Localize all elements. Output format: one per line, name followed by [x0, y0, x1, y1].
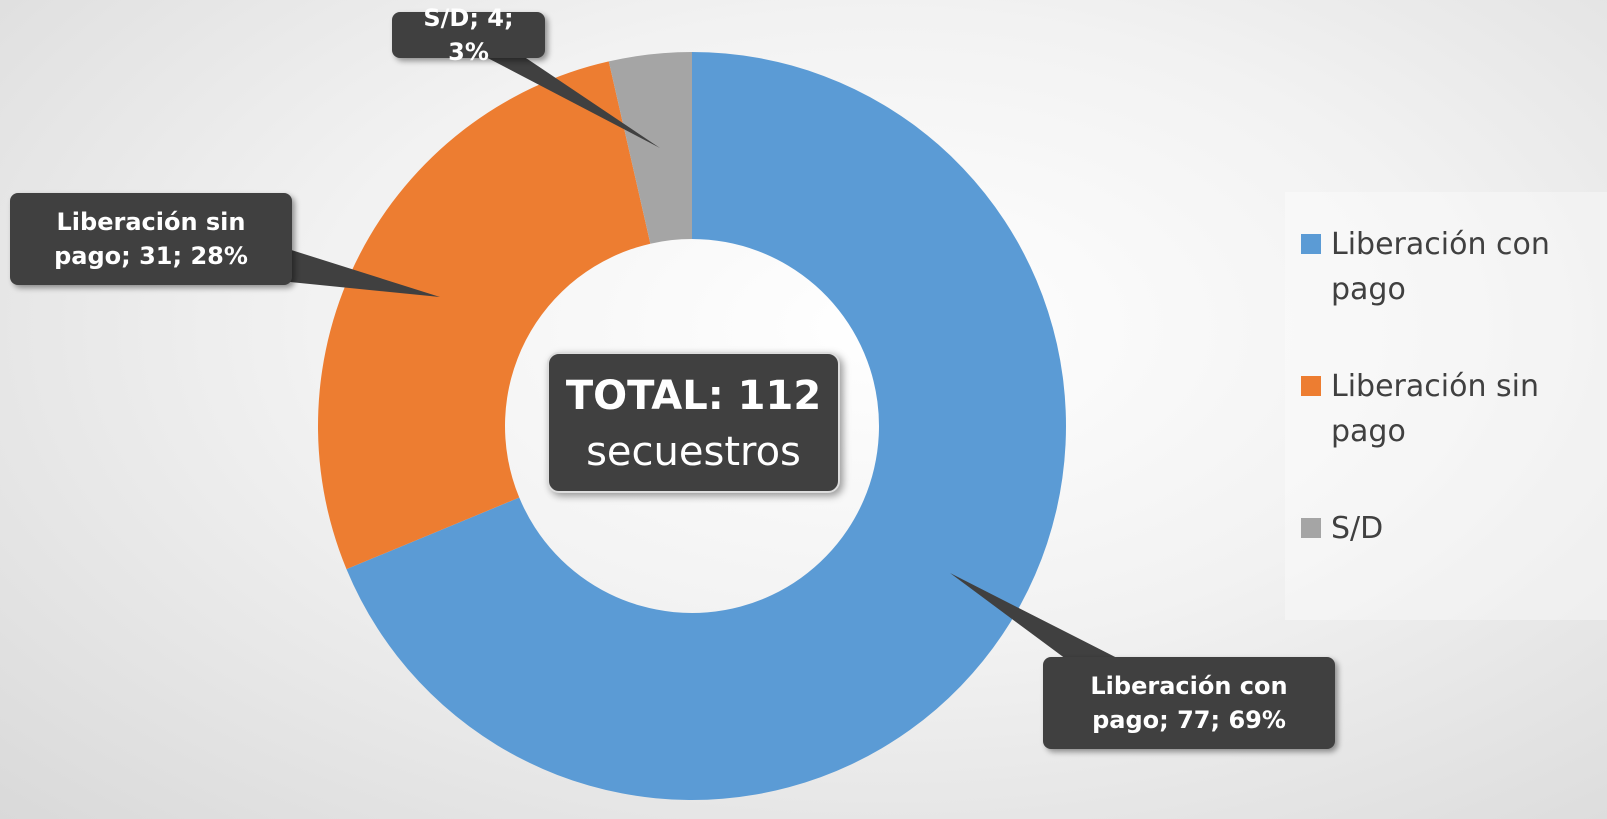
- legend-label: Liberación con pago: [1331, 227, 1550, 307]
- legend: Liberación con pago Liberación sin pago S/…: [1285, 192, 1607, 620]
- data-label: Liberación sin pago; 31; 28%: [10, 193, 292, 285]
- annotation-subtitle: secuestros: [586, 429, 801, 475]
- annotation-title: TOTAL: 112: [565, 373, 822, 419]
- legend-item: S/D: [1301, 506, 1571, 551]
- data-label: S/D; 4; 3%: [392, 4, 545, 66]
- legend-item: Liberación con pago: [1301, 222, 1571, 312]
- center-annotation: TOTAL: 112 secuestros: [547, 352, 840, 493]
- legend-label: S/D: [1331, 511, 1384, 546]
- legend-swatch: [1301, 234, 1321, 254]
- label-pointer: [950, 573, 1125, 662]
- donut-slice: [608, 52, 692, 244]
- legend-label: Liberación sin pago: [1331, 369, 1539, 449]
- data-label: Liberación con pago; 77; 69%: [1043, 657, 1335, 749]
- label-pointer: [285, 248, 440, 297]
- legend-swatch: [1301, 376, 1321, 396]
- legend-item: Liberación sin pago: [1301, 364, 1571, 454]
- legend-swatch: [1301, 518, 1321, 538]
- donut-slice: [346, 52, 1066, 801]
- donut-slice: [317, 61, 651, 570]
- label-pointer: [480, 54, 660, 148]
